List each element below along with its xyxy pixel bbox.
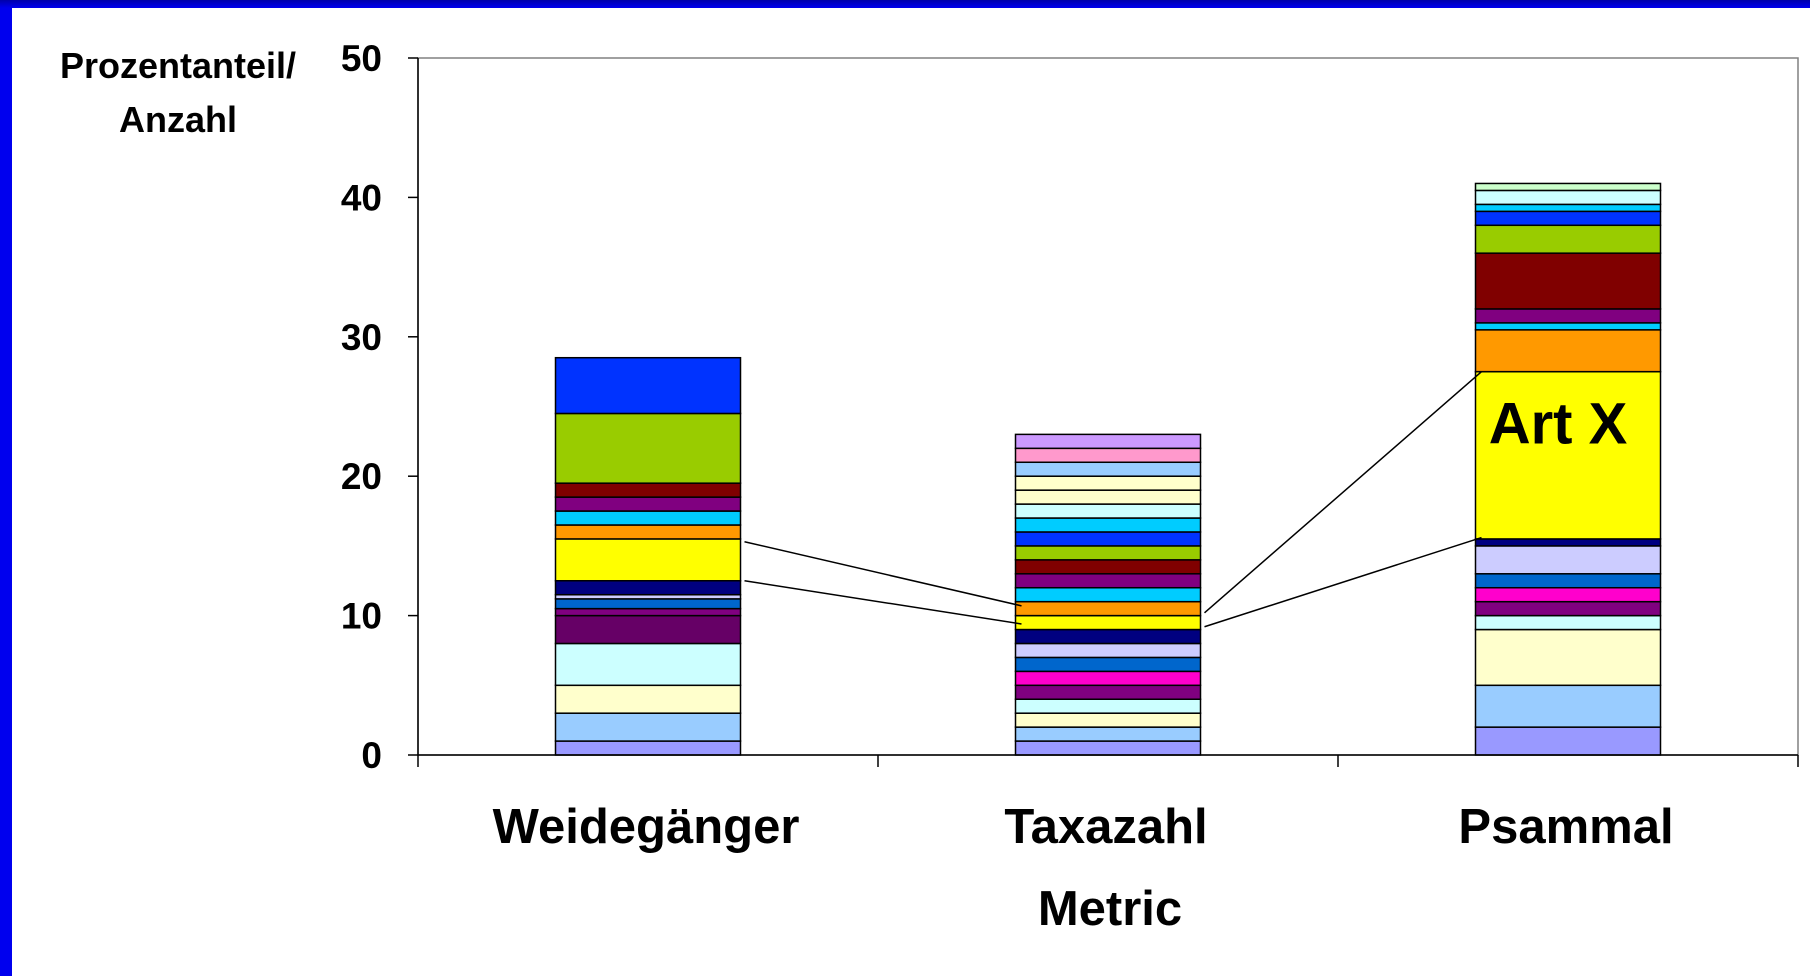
- bar-segment-psammal-1: [1474, 684, 1662, 728]
- bar-segment-psammal-11: [1474, 322, 1662, 331]
- bar-segment-psammal-13: [1474, 252, 1662, 310]
- bar-segment-weideg-nger-12: [554, 496, 742, 512]
- bar-segment-weideg-nger-4: [554, 614, 742, 645]
- connector-line-0: [744, 540, 1022, 607]
- y-tick-label-0: 0: [361, 735, 382, 776]
- bar-segment-taxazahl-1: [1014, 726, 1202, 742]
- bar-segment-taxazahl-9: [1014, 614, 1202, 631]
- bar-segment-taxazahl-20: [1014, 461, 1202, 477]
- bar-segment-taxazahl-14: [1014, 545, 1202, 561]
- bar-segment-psammal-17: [1474, 189, 1662, 206]
- bar-segment-psammal-12: [1474, 308, 1662, 324]
- bar-segment-weideg-nger-11: [554, 510, 742, 526]
- bar-segment-taxazahl-15: [1014, 531, 1202, 547]
- x-axis-title: Metric: [1038, 882, 1182, 936]
- axes: 0 10 20 30 40 50 Weidegänger Taxazahl Psammal: [341, 38, 1799, 854]
- bar-segment-weideg-nger-10: [554, 524, 742, 540]
- bar-segment-taxazahl-11: [1014, 586, 1202, 603]
- y-tick-label-40: 40: [341, 177, 382, 218]
- bar-segment-weideg-nger-3: [554, 642, 742, 687]
- connector-line-2: [1204, 371, 1482, 614]
- y-tick-label-30: 30: [341, 317, 382, 358]
- bar-segment-taxazahl-2: [1014, 712, 1202, 728]
- bar-segment-taxazahl-6: [1014, 656, 1202, 673]
- axis-labels: Prozentanteil/ Anzahl Metric: [60, 45, 1182, 936]
- bar-segment-weideg-nger-1: [554, 712, 742, 742]
- bar-segment-psammal-8: [1474, 538, 1662, 547]
- y-tick-label-10: 10: [341, 596, 382, 637]
- bar-segment-taxazahl-12: [1014, 573, 1202, 589]
- bar-segment-taxazahl-21: [1014, 447, 1202, 464]
- bar-segment-psammal-18: [1474, 182, 1662, 192]
- connector-lines: [744, 371, 1482, 628]
- bar-segment-taxazahl-18: [1014, 489, 1202, 505]
- bar-segment-psammal-3: [1474, 614, 1662, 631]
- bar-segment-psammal-5: [1474, 586, 1662, 603]
- bar-segment-taxazahl-13: [1014, 559, 1202, 575]
- x-tick-label-weideg-nger: Weidegänger: [493, 800, 800, 854]
- bar-segment-psammal-14: [1474, 224, 1662, 254]
- x-tick-label-taxazahl: Taxazahl: [1004, 800, 1207, 854]
- connector-line-1: [744, 580, 1022, 625]
- bar-segment-taxazahl-4: [1014, 684, 1202, 700]
- bar-segment-taxazahl-7: [1014, 642, 1202, 659]
- bar-segment-psammal-0: [1474, 726, 1662, 756]
- bar-segment-taxazahl-22: [1014, 433, 1202, 450]
- bar-segment-taxazahl-5: [1014, 670, 1202, 687]
- bar-segment-weideg-nger-15: [554, 356, 742, 415]
- bar-segment-psammal-7: [1474, 545, 1662, 575]
- bar-segment-psammal-4: [1474, 600, 1662, 617]
- bar-segment-weideg-nger-0: [554, 740, 742, 756]
- bar-segment-taxazahl-19: [1014, 475, 1202, 491]
- bar-segment-weideg-nger-5: [554, 607, 742, 617]
- bar-stacks: Art X: [554, 182, 1662, 756]
- bar-segment-weideg-nger-8: [554, 580, 742, 596]
- y-axis-label-line-1: Prozentanteil/: [60, 45, 296, 86]
- bar-segment-psammal-9: [1474, 370, 1662, 540]
- annotation-art-x: Art X: [1489, 391, 1628, 456]
- connector-line-3: [1204, 536, 1482, 628]
- bar-segment-psammal-15: [1474, 210, 1662, 227]
- bar-segment-weideg-nger-6: [554, 598, 742, 610]
- bar-segment-weideg-nger-13: [554, 482, 742, 498]
- bar-segment-psammal-16: [1474, 203, 1662, 213]
- bar-segment-psammal-6: [1474, 573, 1662, 589]
- bar-segment-weideg-nger-9: [554, 538, 742, 582]
- bar-segment-taxazahl-16: [1014, 517, 1202, 533]
- bar-segment-weideg-nger-2: [554, 684, 742, 714]
- slide-top-border: [0, 0, 1810, 8]
- y-tick-label-20: 20: [341, 456, 382, 497]
- bar-segment-weideg-nger-14: [554, 412, 742, 484]
- y-tick-label-50: 50: [341, 38, 382, 79]
- bar-segment-taxazahl-17: [1014, 503, 1202, 519]
- y-axis-label-line-2: Anzahl: [119, 99, 237, 140]
- bar-segment-taxazahl-8: [1014, 628, 1202, 645]
- bar-segment-psammal-2: [1474, 628, 1662, 687]
- bar-segment-taxazahl-3: [1014, 698, 1202, 714]
- bar-segment-psammal-10: [1474, 329, 1662, 373]
- x-tick-label-psammal: Psammal: [1458, 800, 1673, 854]
- bar-segment-taxazahl-0: [1014, 740, 1202, 756]
- bar-segment-taxazahl-10: [1014, 600, 1202, 617]
